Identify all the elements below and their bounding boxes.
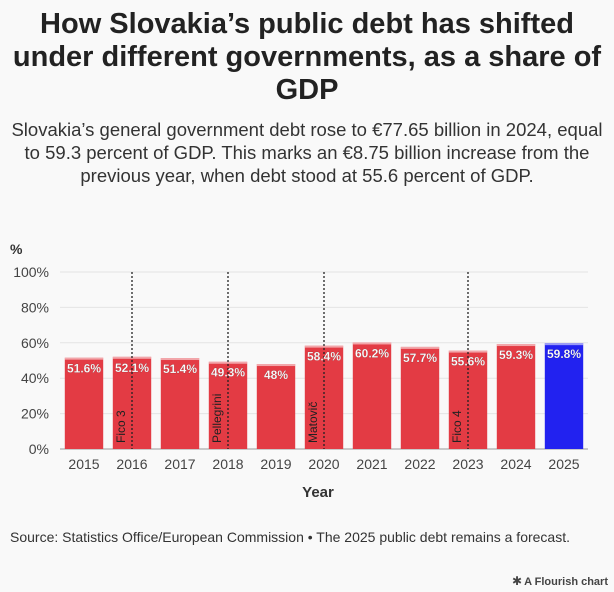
x-tick-label: 2016 xyxy=(116,456,147,472)
bar-top-2024 xyxy=(496,344,536,347)
bar-2022 xyxy=(400,346,440,449)
government-label: Fico 3 xyxy=(114,410,128,443)
data-label: 52.1% xyxy=(115,361,149,375)
data-label: 58.4% xyxy=(307,350,341,364)
bar-top-2021 xyxy=(352,342,392,345)
y-tick-label: 60% xyxy=(21,335,49,351)
y-tick-label: 80% xyxy=(21,299,49,315)
data-label: 59.8% xyxy=(547,347,581,361)
bar-top-2022 xyxy=(400,346,440,349)
data-label: 60.2% xyxy=(355,346,389,360)
y-tick-label: 20% xyxy=(21,406,49,422)
bar-2015 xyxy=(64,357,104,449)
y-tick-label: 100% xyxy=(13,264,49,280)
flourish-credit[interactable]: ✱ A Flourish chart xyxy=(512,574,608,588)
bar-top-2015 xyxy=(64,357,104,360)
bar-chart: % 0% 20% 40% 60% 80% 100% Fico 3 Pellegrini Matov… xyxy=(10,241,588,501)
x-tick-label: 2015 xyxy=(68,456,99,472)
x-tick-label: 2019 xyxy=(260,456,291,472)
x-tick-label: 2017 xyxy=(164,456,195,472)
y-tick-label: 40% xyxy=(21,370,49,386)
bar-2017 xyxy=(160,358,200,449)
y-axis-label: % xyxy=(10,241,23,257)
x-tick-label: 2023 xyxy=(452,456,483,472)
source-note: Source: Statistics Office/European Commi… xyxy=(10,529,570,545)
government-label: Matovič xyxy=(306,402,320,443)
x-tick-label: 2018 xyxy=(212,456,243,472)
data-label: 49.3% xyxy=(211,366,245,380)
chart-title: How Slovakia’s public debt has shifted u… xyxy=(12,8,602,106)
bar-2021 xyxy=(352,342,392,449)
credit-text: A Flourish chart xyxy=(524,576,608,588)
data-label: 51.6% xyxy=(67,362,101,376)
y-tick-label: 0% xyxy=(29,441,49,457)
bar-top-2019 xyxy=(256,364,296,367)
x-tick-label: 2024 xyxy=(500,456,531,472)
x-tick-label: 2025 xyxy=(548,456,579,472)
x-tick-label: 2020 xyxy=(308,456,339,472)
x-tick-label: 2021 xyxy=(356,456,387,472)
data-label: 48% xyxy=(264,368,288,382)
bar-top-2020 xyxy=(304,345,344,348)
bar-2025 xyxy=(544,343,584,449)
government-label: Fico 4 xyxy=(450,410,464,443)
data-label: 51.4% xyxy=(163,362,197,376)
bar-top-2018 xyxy=(208,361,248,364)
government-label: Pellegrini xyxy=(210,394,224,443)
chart-subtitle: Slovakia’s general government debt rose … xyxy=(11,119,603,186)
data-label: 59.3% xyxy=(499,348,533,362)
bar-top-2017 xyxy=(160,358,200,361)
flourish-star-icon: ✱ xyxy=(512,574,523,588)
bar-2019 xyxy=(256,364,296,449)
bar-top-2023 xyxy=(448,350,488,353)
data-label: 55.6% xyxy=(451,355,485,369)
bar-2024 xyxy=(496,344,536,449)
x-tick-label: 2022 xyxy=(404,456,435,472)
data-label: 57.7% xyxy=(403,351,437,365)
bar-top-2025 xyxy=(544,343,584,346)
x-axis-label: Year xyxy=(302,484,334,501)
